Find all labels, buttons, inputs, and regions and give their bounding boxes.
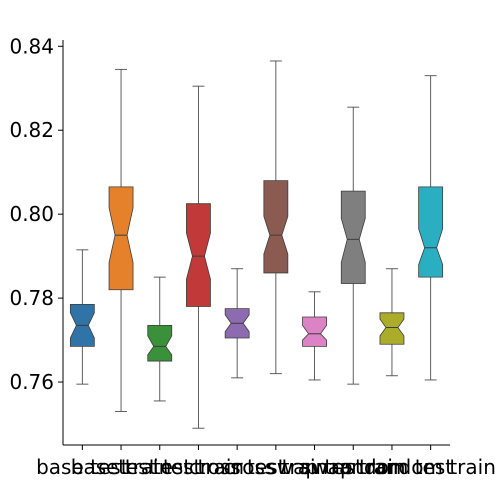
y-tick-label: 0.82: [9, 118, 54, 142]
x-tick-label: swap test: [266, 455, 363, 479]
x-tick-label: cross test: [189, 455, 286, 479]
box: [340, 190, 366, 284]
box: [263, 180, 289, 274]
x-tick-label: swap train: [301, 455, 406, 479]
box: [186, 203, 211, 307]
y-tick-label: 0.76: [9, 370, 54, 394]
x-tick-label: base test: [36, 455, 129, 479]
box: [108, 186, 134, 291]
x-tick-label: test train: [153, 455, 244, 479]
y-tick-label: 0.84: [9, 34, 54, 58]
x-tick-label: cross train: [223, 455, 328, 479]
x-tick-label: random test: [331, 455, 453, 479]
y-tick-label: 0.78: [9, 286, 54, 310]
y-tick-label: 0.80: [9, 202, 54, 226]
box: [379, 312, 405, 345]
x-tick-label: random train: [365, 455, 495, 479]
box: [302, 316, 327, 347]
box: [147, 324, 173, 362]
x-tick-label: test test: [118, 455, 201, 479]
x-tick-label: base train: [71, 455, 172, 479]
box: [418, 186, 444, 278]
